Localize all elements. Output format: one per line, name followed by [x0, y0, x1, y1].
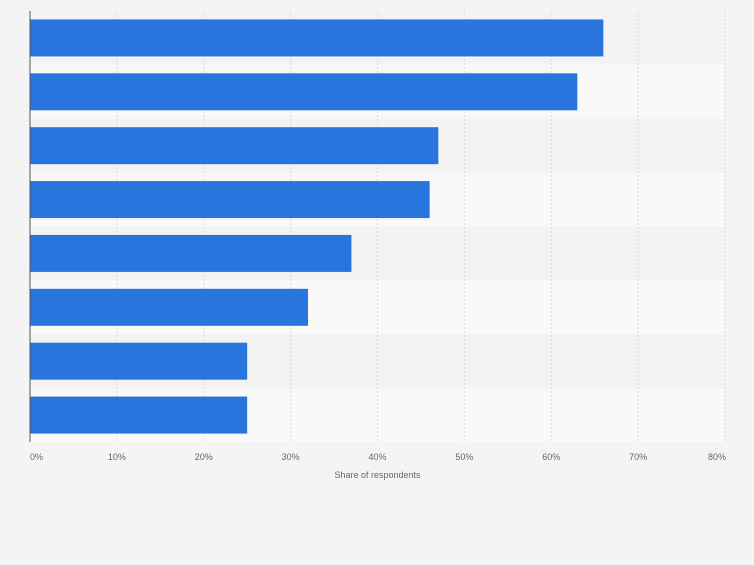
x-tick-label: 80% [708, 452, 726, 462]
x-tick-label: 30% [282, 452, 300, 462]
bar[interactable] [30, 396, 248, 434]
x-tick-labels: 0% 10% 20% 30% 40% 50% 60% 70% 80% [30, 452, 726, 462]
x-tick-label: 70% [629, 452, 647, 462]
x-tick-label: 40% [368, 452, 386, 462]
x-tick-label: 10% [108, 452, 126, 462]
x-tick-label: 0% [30, 452, 43, 462]
x-tick-label: 20% [195, 452, 213, 462]
bar[interactable] [30, 73, 578, 111]
bar[interactable] [30, 19, 604, 57]
x-tick-label: 60% [542, 452, 560, 462]
x-tick-label: 50% [455, 452, 473, 462]
bar[interactable] [30, 127, 439, 165]
bar[interactable] [30, 234, 352, 272]
bars [30, 19, 604, 434]
x-axis-label: Share of respondents [334, 470, 421, 480]
bar[interactable] [30, 181, 430, 219]
bar[interactable] [30, 342, 248, 380]
bar[interactable] [30, 288, 308, 326]
